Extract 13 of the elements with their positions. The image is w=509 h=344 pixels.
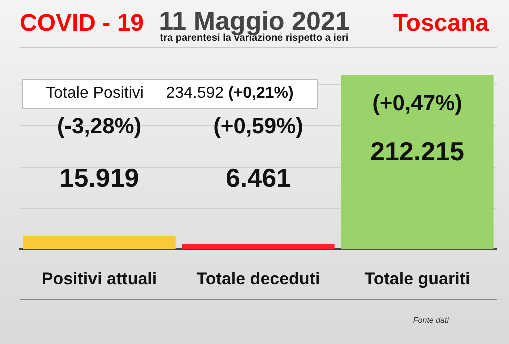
data-label: 212.215 (370, 136, 464, 167)
annotation: (+0,47%) (372, 90, 462, 116)
annotation: (-3,28%) (57, 113, 142, 138)
text: Toscana (393, 10, 489, 38)
text: COVID - 19 (20, 10, 144, 38)
x-tick-label: Positivi attuali (42, 269, 158, 288)
x-tick-label: Totale deceduti (196, 269, 320, 288)
data-label: 15.919 (60, 162, 140, 193)
annotation: Totale Positivi 234.592 (+0,21%) (22, 79, 318, 109)
annotation: (+0,59%) (214, 113, 304, 138)
source-note: Fonte dati (413, 316, 449, 325)
data-label: 6.461 (226, 162, 292, 193)
x-tick-label: Totale guariti (364, 269, 470, 288)
